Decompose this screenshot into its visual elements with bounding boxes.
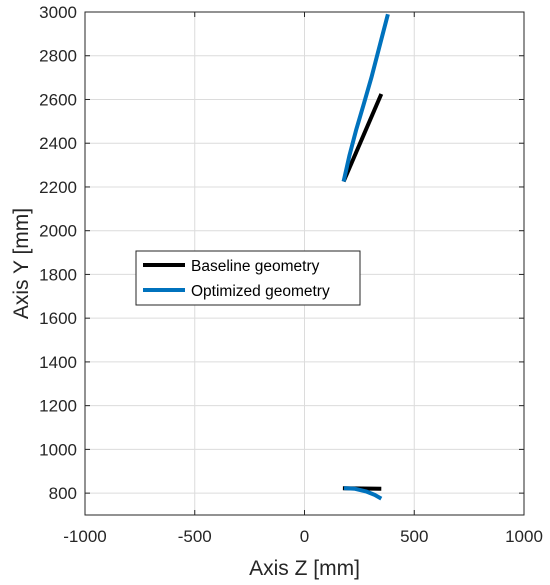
legend-box [135, 250, 361, 306]
x-tick-label: 1000 [505, 527, 543, 546]
y-tick-label: 1800 [39, 265, 77, 284]
y-axis-label: Axis Y [mm] [10, 208, 33, 319]
x-axis-label: Axis Z [mm] [249, 557, 360, 580]
y-tick-label: 1600 [39, 309, 77, 328]
y-tick-label: 2800 [39, 47, 77, 66]
y-tick-label: 1400 [39, 353, 77, 372]
y-tick-label: 2000 [39, 222, 77, 241]
legend-label-baseline: Baseline geometry [191, 258, 320, 275]
series-optimized-line-1 [341, 13, 390, 182]
x-tick-label: 500 [400, 527, 428, 546]
y-tick-label: 2400 [39, 134, 77, 153]
y-tick-label: 800 [49, 484, 77, 503]
y-tick-label: 1000 [39, 440, 77, 459]
y-tick-label: 2200 [39, 178, 77, 197]
x-tick-label: -500 [178, 527, 212, 546]
y-axis-ticks: 800 1000 1200 1400 1600 1800 2000 2200 2400 2600 2… [39, 3, 524, 503]
y-tick-label: 1200 [39, 397, 77, 416]
legend-label-optimized: Optimized geometry [191, 283, 330, 300]
series-group [341, 13, 390, 501]
x-tick-label: -1000 [63, 527, 106, 546]
y-tick-label: 3000 [39, 3, 77, 22]
x-tick-label: 0 [300, 527, 309, 546]
y-tick-label: 2600 [39, 90, 77, 109]
series-baseline-line-1 [341, 93, 384, 183]
series-optimized-line-2 [343, 486, 383, 501]
x-axis-ticks: -1000 -500 0 500 1000 [63, 12, 543, 546]
legend: Baseline geometry Optimized geometry [135, 250, 361, 306]
